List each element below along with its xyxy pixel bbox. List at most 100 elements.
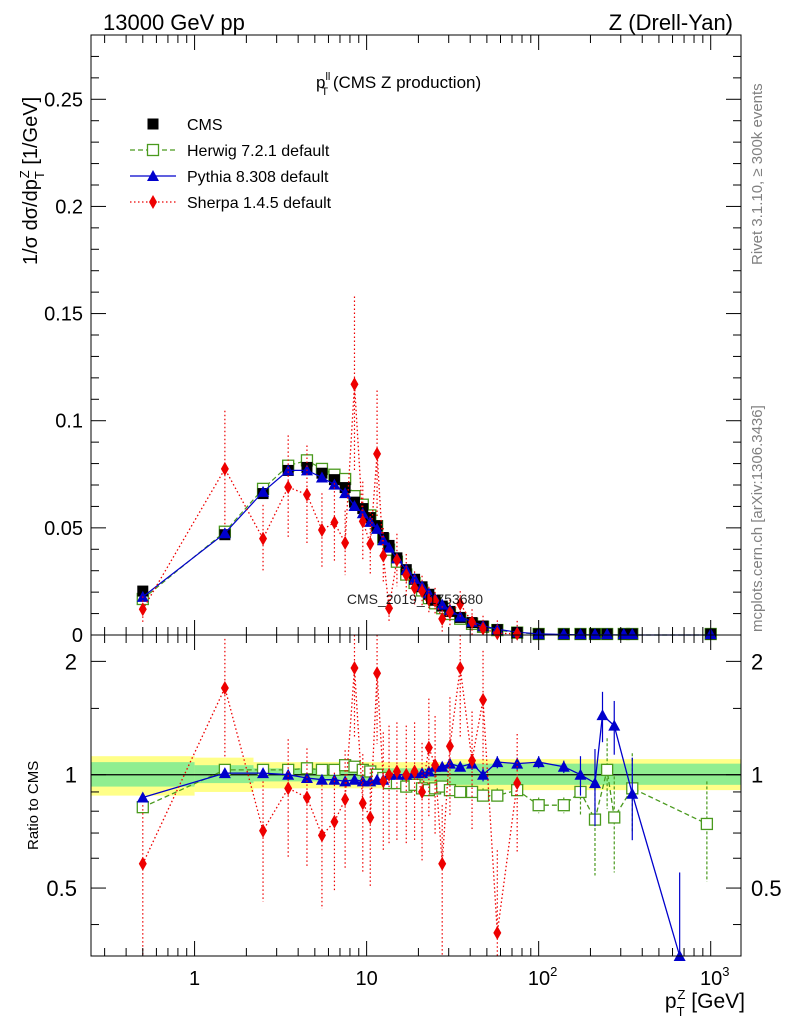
main-series-pythia: [136, 464, 717, 639]
ratio-point-sherpa: [424, 740, 433, 755]
ratio-point-sherpa: [438, 856, 447, 871]
legend-marker-sherpa: [149, 195, 157, 209]
main-point-pythia: [257, 485, 270, 497]
main-point-pythia: [383, 541, 396, 553]
header-left: 13000 GeV pp: [103, 10, 245, 35]
x-axis-label: pTZ [GeV]: [665, 987, 745, 1019]
ratio-point-pythia: [626, 787, 639, 799]
ratio-point-pythia: [218, 767, 231, 779]
main-point-sherpa: [259, 531, 268, 546]
ratio-point-pythia: [315, 773, 328, 785]
mcplots-label: mcplots.cern.ch [arXiv:1306.3436]: [749, 405, 766, 632]
ratio-point-sherpa: [373, 666, 382, 681]
main-ytick-label: 0.1: [55, 411, 83, 433]
main-point-sherpa: [402, 568, 411, 582]
main-point-pythia: [348, 500, 361, 511]
main-x-ticks: [104, 35, 712, 635]
ratio-point-sherpa: [379, 774, 388, 789]
legend-label-pythia: Pythia 8.308 default: [187, 169, 329, 186]
main-point-sherpa: [385, 601, 394, 616]
main-point-sherpa: [418, 584, 427, 599]
main-series-herwig: [136, 454, 717, 641]
ratio-point-sherpa: [350, 661, 359, 676]
legend-entry-pythia: Pythia 8.308 default: [130, 169, 329, 186]
main-point-pythia: [408, 572, 421, 584]
main-point-pythia: [574, 628, 587, 639]
ratio-x-ticks: 1 10 102 103: [104, 635, 729, 990]
legend-entry-sherpa: Sherpa 1.4.5 default: [130, 195, 332, 212]
main-point-sherpa: [330, 515, 339, 530]
ratio-point-sherpa: [302, 790, 311, 805]
main-point-sherpa: [350, 377, 359, 392]
main-point-sherpa: [379, 548, 388, 563]
ratio-point-herwig: [600, 763, 614, 777]
legend-marker-herwig: [146, 143, 160, 157]
ratio-point-sherpa: [220, 680, 229, 695]
main-point-pythia: [588, 628, 601, 639]
ratio-ytick-label-right: 1: [751, 763, 763, 788]
ratio-point-pythia: [532, 756, 545, 768]
ratio-point-pythia: [454, 760, 467, 772]
legend-label-herwig: Herwig 7.2.1 default: [187, 143, 330, 160]
main-point-sherpa: [302, 487, 311, 502]
ratio-point-sherpa: [392, 764, 401, 779]
main-plot-area: [136, 296, 717, 641]
main-y-axis-label: 1/σ dσ/dpTZ [1/GeV]: [17, 97, 47, 265]
main-point-pythia: [218, 527, 231, 539]
ratio-point-sherpa: [431, 758, 440, 773]
ratio-point-herwig: [476, 789, 490, 802]
ratio-point-pythia: [491, 756, 504, 768]
main-point-sherpa: [410, 580, 419, 595]
legend-label-cms: CMS: [187, 117, 223, 134]
ratio-plot-area: [91, 635, 741, 961]
main-point-sherpa: [438, 611, 447, 626]
ratio-point-sherpa: [456, 661, 465, 676]
ratio-point-sherpa: [418, 784, 427, 799]
main-point-sherpa: [424, 592, 433, 607]
ratio-point-pythia: [443, 757, 456, 769]
main-point-sherpa: [220, 461, 229, 476]
main-ytick-label: 0.2: [55, 196, 83, 218]
main-point-sherpa: [456, 596, 465, 611]
ratio-point-sherpa: [317, 828, 326, 843]
rivet-label: Rivet 3.1.10, ≥ 300k events: [749, 83, 766, 265]
main-point-sherpa: [445, 605, 454, 620]
main-point-sherpa: [468, 615, 477, 630]
legend-marker-pythia: [147, 170, 159, 181]
ratio-point-pythia: [136, 791, 149, 803]
ratio-point-sherpa: [479, 692, 488, 707]
main-point-sherpa: [493, 626, 502, 641]
ratio-point-sherpa: [493, 925, 502, 940]
ratio-point-pythia: [596, 709, 609, 721]
ratio-point-pythia: [608, 719, 621, 731]
header-right: Z (Drell-Yan): [609, 10, 733, 35]
main-series-sherpa: [138, 296, 522, 641]
main-ytick-label: 0.25: [44, 89, 83, 111]
x-tick-label: 1: [189, 968, 200, 990]
main-point-pythia: [315, 471, 328, 483]
main-point-pythia: [557, 628, 570, 639]
plot-title: pll T (CMS Z production): [316, 71, 481, 98]
main-point-sherpa: [373, 446, 382, 461]
ratio-point-sherpa: [402, 767, 411, 782]
ratio-point-sherpa: [138, 856, 147, 871]
main-ytick-label-zero: 0: [72, 625, 83, 647]
x-tick-label: 102: [528, 964, 557, 990]
ratio-line-sherpa: [142, 667, 518, 933]
main-point-pythia: [436, 598, 449, 610]
main-y-ticks: 0.05 0.1 0.15 0.2 0.25 0: [44, 55, 741, 647]
ratio-point-sherpa: [358, 796, 367, 811]
main-point-sherpa: [479, 621, 488, 636]
ratio-point-pythia: [557, 760, 570, 772]
ratio-point-pythia: [328, 773, 341, 785]
ratio-point-pythia: [339, 775, 352, 787]
ratio-ytick-label: 0.5: [46, 876, 77, 901]
ratio-point-pythia: [574, 768, 587, 780]
main-point-sherpa: [431, 593, 440, 608]
main-panel: 0.05 0.1 0.15 0.2 0.25 0: [44, 34, 742, 647]
main-point-pythia: [601, 628, 614, 639]
ratio-point-pythia: [477, 768, 490, 780]
legend-entry-herwig: Herwig 7.2.1 default: [130, 143, 330, 160]
ratio-point-pythia: [257, 767, 270, 779]
